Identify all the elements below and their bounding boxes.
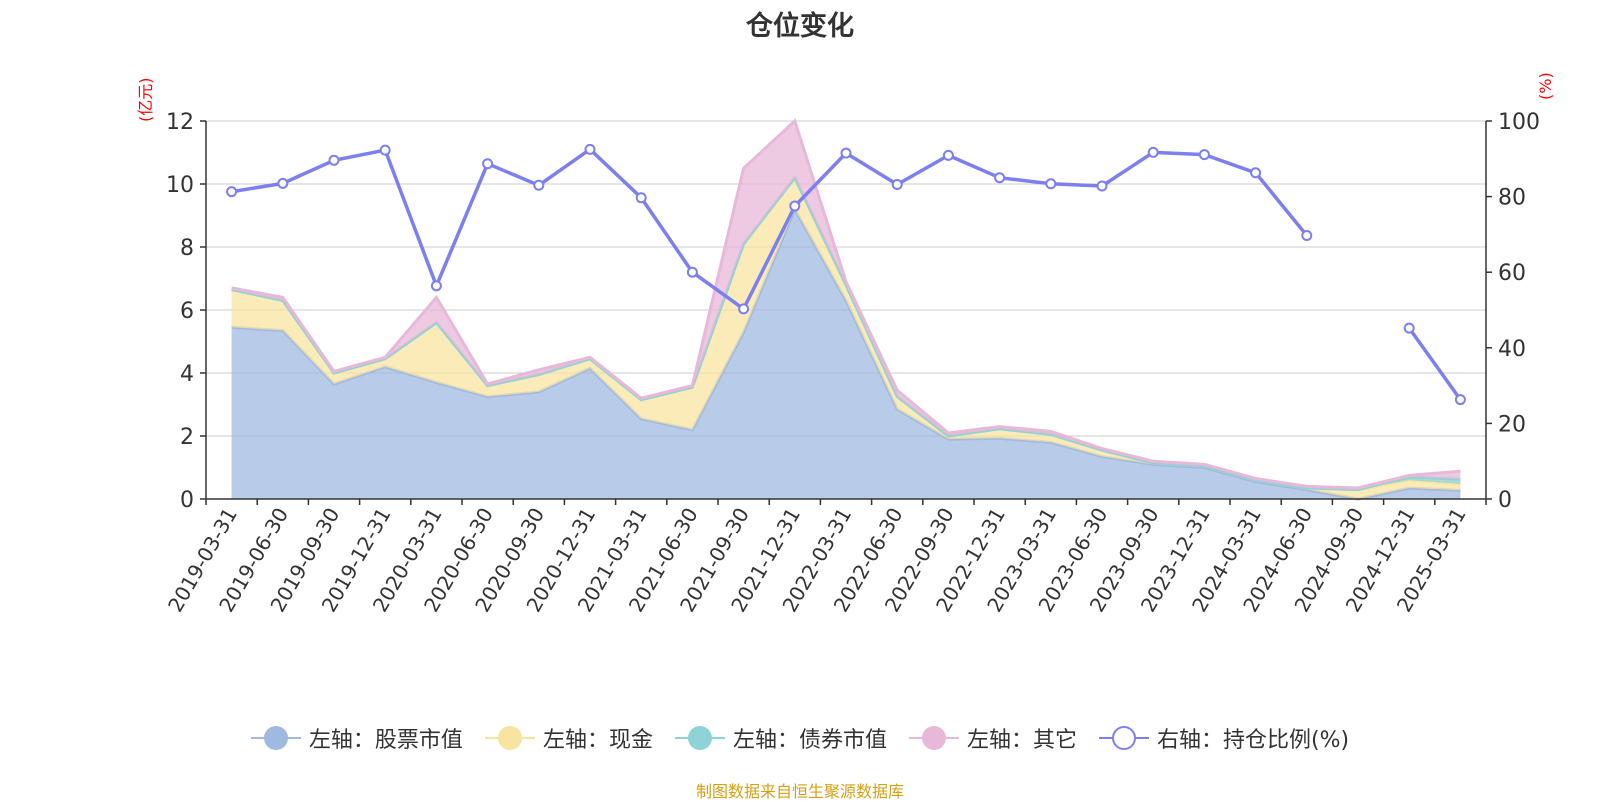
left-tick-label: 0 xyxy=(180,488,194,513)
holding-ratio-point xyxy=(1045,178,1057,190)
holding-ratio-point xyxy=(789,200,801,212)
legend-item[interactable]: 左轴：债券市值 xyxy=(674,722,887,754)
holding-ratio-point xyxy=(1250,167,1262,179)
left-tick-label: 2 xyxy=(180,425,194,450)
left-tick-label: 12 xyxy=(166,110,194,135)
holding-ratio-point xyxy=(277,177,289,189)
legend-marker-icon xyxy=(484,725,535,751)
right-tick-label: 0 xyxy=(1498,488,1512,513)
holding-ratio-point xyxy=(533,179,545,191)
legend-label: 左轴：股票市值 xyxy=(308,728,463,753)
holding-ratio-line xyxy=(231,147,1462,401)
area-左轴：股票市值 xyxy=(231,209,1461,499)
left-tick-label: 8 xyxy=(180,236,194,261)
legend: 左轴：股票市值 左轴：现金 左轴：债券市值 左轴：其它 右轴：持仓比例(%) xyxy=(0,722,1600,754)
holding-ratio-point xyxy=(430,280,442,292)
right-tick-label: 40 xyxy=(1498,337,1526,362)
holding-ratio-point xyxy=(226,186,238,198)
legend-item[interactable]: 右轴：持仓比例(%) xyxy=(1098,722,1350,754)
legend-item[interactable]: 左轴：其它 xyxy=(908,722,1077,754)
area-line-左轴：其它 xyxy=(231,118,1461,490)
legend-marker-icon xyxy=(1098,725,1149,751)
legend-item[interactable]: 左轴：现金 xyxy=(484,722,653,754)
holding-ratio-point xyxy=(1301,230,1313,242)
holding-ratio-point xyxy=(635,192,647,204)
legend-label: 左轴：现金 xyxy=(542,728,653,753)
holding-ratio-point xyxy=(840,147,852,159)
left-tick-label: 4 xyxy=(180,362,194,387)
left-tick-label: 10 xyxy=(166,173,194,198)
legend-label: 左轴：其它 xyxy=(966,728,1077,753)
chart-canvas: 0246810120204060801002019-03-312019-06-3… xyxy=(163,110,1540,616)
holding-ratio-point xyxy=(1454,394,1466,406)
legend-item[interactable]: 左轴：股票市值 xyxy=(250,722,463,754)
legend-label: 左轴：债券市值 xyxy=(732,728,887,753)
holding-ratio-point xyxy=(994,172,1006,184)
holding-ratio-point xyxy=(686,266,698,278)
holding-ratio-point xyxy=(482,158,494,170)
holding-ratio-point xyxy=(891,179,903,191)
right-tick-label: 80 xyxy=(1498,186,1526,211)
chart-title: 仓位变化 xyxy=(746,11,854,42)
right-tick-label: 20 xyxy=(1498,412,1526,437)
right-tick-label: 100 xyxy=(1498,110,1540,135)
holding-ratio-point xyxy=(328,154,340,166)
holding-ratio-point xyxy=(738,303,750,315)
legend-marker-icon xyxy=(908,725,959,751)
holding-ratio-point xyxy=(584,143,596,155)
source-footer: 制图数据来自恒生聚源数据库 xyxy=(695,782,904,801)
right-tick-label: 60 xyxy=(1498,261,1526,286)
left-tick-label: 6 xyxy=(180,299,194,324)
holding-ratio-point xyxy=(1147,146,1159,158)
legend-marker-icon xyxy=(674,725,725,751)
holding-ratio-point xyxy=(1403,322,1415,334)
holding-ratio-point xyxy=(1198,149,1210,161)
legend-label: 右轴：持仓比例(%) xyxy=(1156,728,1350,753)
holding-ratio-point xyxy=(379,144,391,156)
holding-ratio-point xyxy=(1096,180,1108,192)
legend-marker-icon xyxy=(250,725,301,751)
holding-ratio-point xyxy=(942,149,954,161)
